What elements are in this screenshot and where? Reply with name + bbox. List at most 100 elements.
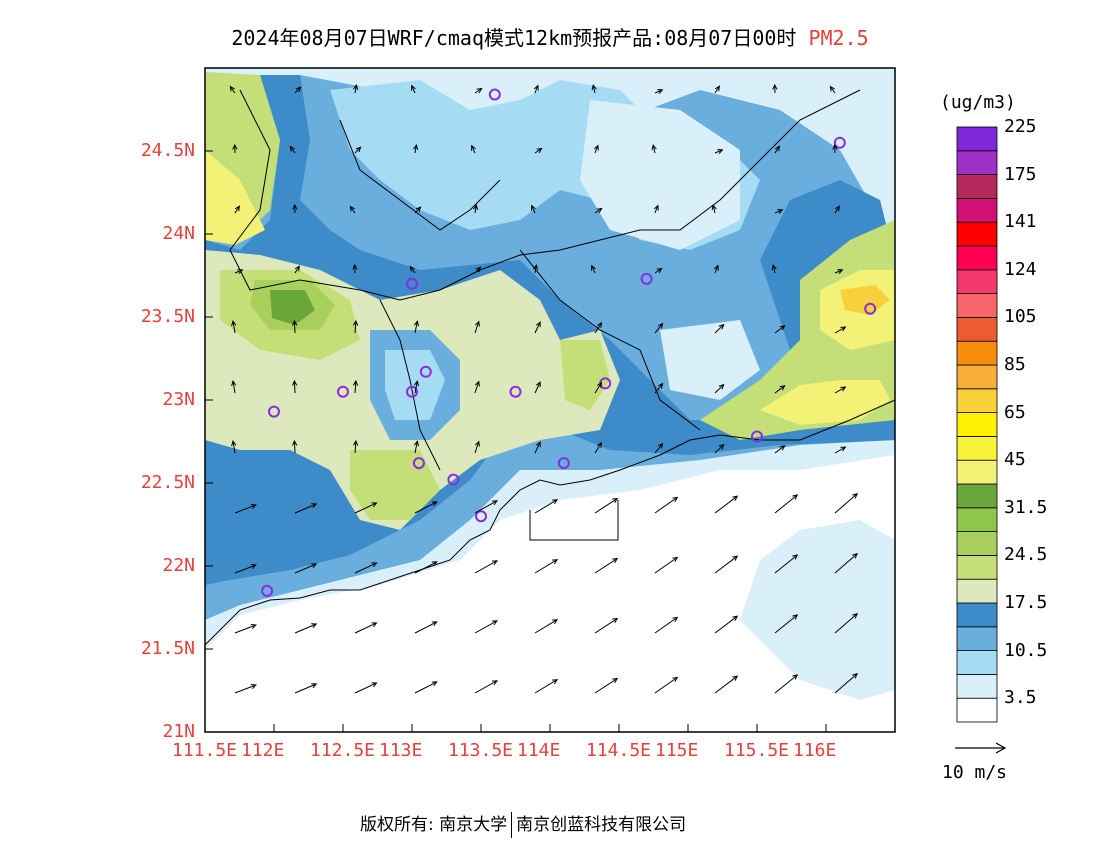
wind-arrow bbox=[591, 265, 596, 274]
wind-arrow-head bbox=[475, 266, 482, 273]
colorbar-label: 225 bbox=[1004, 116, 1037, 137]
wind-arrow bbox=[594, 558, 618, 574]
wind-arrow bbox=[474, 88, 482, 94]
wind-arrow-head bbox=[732, 675, 739, 681]
wind-arrow-head bbox=[476, 87, 483, 94]
wind-arrow bbox=[234, 504, 257, 514]
footer-separator bbox=[511, 812, 513, 838]
wind-arrow bbox=[654, 268, 662, 274]
lon-label: 114.5E bbox=[586, 740, 652, 761]
colorbar-label: 85 bbox=[1004, 354, 1026, 375]
wind-arrow-head bbox=[292, 439, 298, 446]
wind-arrow bbox=[534, 619, 558, 634]
wind-arrow-head bbox=[672, 616, 679, 622]
wind-arrow-head bbox=[413, 380, 420, 387]
wind-arrow-head bbox=[533, 263, 539, 271]
hk-box bbox=[529, 500, 619, 541]
wind-arrow-head bbox=[535, 381, 541, 388]
wind-arrow-head bbox=[413, 143, 419, 151]
lat-label: 21N bbox=[162, 721, 195, 742]
lat-label: 24.5N bbox=[140, 140, 195, 161]
lon-label: 112.5E bbox=[310, 740, 376, 761]
wind-arrow-head bbox=[852, 673, 858, 679]
wind-arrow-head bbox=[491, 500, 498, 506]
wind-arrow bbox=[354, 622, 377, 634]
wind-arrow-head bbox=[413, 440, 420, 447]
wind-arrow-head bbox=[656, 267, 663, 274]
wind-arrow bbox=[774, 209, 783, 214]
wind-arrow-head bbox=[552, 619, 559, 625]
wind-arrow-head bbox=[491, 620, 498, 626]
wind-arrow-head bbox=[535, 321, 541, 328]
wind-arrow bbox=[594, 618, 618, 634]
wind-arrow-head bbox=[772, 83, 778, 90]
axis-ticks bbox=[204, 150, 827, 733]
wind-arrow-head bbox=[409, 265, 415, 272]
band-green-east bbox=[560, 340, 610, 410]
district-border-1 bbox=[339, 119, 501, 231]
wind-arrow bbox=[474, 560, 498, 574]
colorbar-label: 10.5 bbox=[1004, 639, 1048, 661]
wind-legend-label: 10 m/s bbox=[942, 762, 1008, 783]
lat-label: 24N bbox=[162, 223, 195, 244]
wind-arrow bbox=[774, 614, 798, 634]
title-text: 2024年08月07日WRF/cmaq模式12km预报产品:08月07日00时 bbox=[231, 26, 797, 50]
wind-arrow-head bbox=[771, 264, 777, 271]
wind-arrow-head bbox=[231, 320, 237, 327]
colorbar-swatch bbox=[956, 221, 998, 247]
wind-arrow-head bbox=[651, 144, 657, 151]
wind-arrow-head bbox=[714, 85, 720, 92]
wind-arrow-head bbox=[657, 89, 664, 94]
wind-arrow-head bbox=[718, 323, 725, 330]
colorbar-swatch bbox=[956, 483, 998, 509]
wind-arrow bbox=[534, 381, 541, 394]
wind-arrow bbox=[594, 322, 602, 334]
wind-arrow-head bbox=[295, 86, 302, 93]
band-green-west-peak bbox=[270, 290, 315, 325]
wind-arrow-head bbox=[657, 382, 664, 389]
wind-arrow bbox=[714, 265, 719, 274]
colorbar-unit: (ug/m3) bbox=[940, 92, 1016, 113]
lon-label: 115.5E bbox=[724, 740, 790, 761]
colorbar-label: 105 bbox=[1004, 306, 1037, 328]
map-title: 2024年08月07日WRF/cmaq模式12km预报产品:08月07日00时 P… bbox=[0, 22, 1100, 51]
company-text: 南京创蓝科技有限公司 bbox=[516, 815, 687, 835]
wind-arrow bbox=[474, 441, 480, 454]
wind-arrow bbox=[293, 320, 296, 334]
wind-arrow bbox=[414, 321, 418, 334]
wind-arrow bbox=[834, 613, 858, 634]
wind-arrow-head bbox=[717, 149, 724, 154]
wind-arrow-head bbox=[852, 553, 858, 559]
wind-arrow bbox=[714, 615, 738, 634]
wind-arrow bbox=[354, 682, 377, 694]
wind-arrow-head bbox=[779, 445, 786, 451]
wind-arrow bbox=[594, 382, 602, 394]
colorbar-swatch bbox=[956, 245, 998, 271]
wind-arrow bbox=[354, 440, 357, 454]
lat-label: 22.5N bbox=[140, 472, 195, 493]
lat-label: 23.5N bbox=[140, 306, 195, 327]
wind-arrow-head bbox=[431, 561, 438, 567]
wind-arrow-head bbox=[792, 614, 799, 620]
colorbar-label: 31.5 bbox=[1004, 496, 1048, 518]
wind-arrow-head bbox=[250, 564, 257, 569]
wind-arrow-head bbox=[352, 319, 359, 326]
wind-arrow-head bbox=[672, 556, 679, 562]
wind-arrow-head bbox=[596, 207, 603, 214]
wind-arrow-head bbox=[732, 615, 739, 621]
wind-arrow-head bbox=[292, 379, 298, 386]
station-marker bbox=[488, 88, 501, 101]
wind-arrow bbox=[774, 554, 798, 574]
wind-arrow-head bbox=[491, 560, 498, 566]
wind-arrow-head bbox=[531, 204, 536, 211]
wind-arrow-head bbox=[852, 613, 858, 619]
wind-arrow bbox=[293, 380, 296, 394]
wind-arrow bbox=[594, 678, 618, 694]
wind-arrow bbox=[774, 445, 785, 454]
coastline bbox=[204, 399, 896, 646]
wind-arrow bbox=[294, 86, 301, 94]
wind-arrow-head bbox=[591, 264, 596, 271]
wind-arrow-head bbox=[593, 144, 599, 151]
wind-arrow bbox=[534, 85, 539, 94]
lon-label: 115E bbox=[655, 740, 699, 761]
